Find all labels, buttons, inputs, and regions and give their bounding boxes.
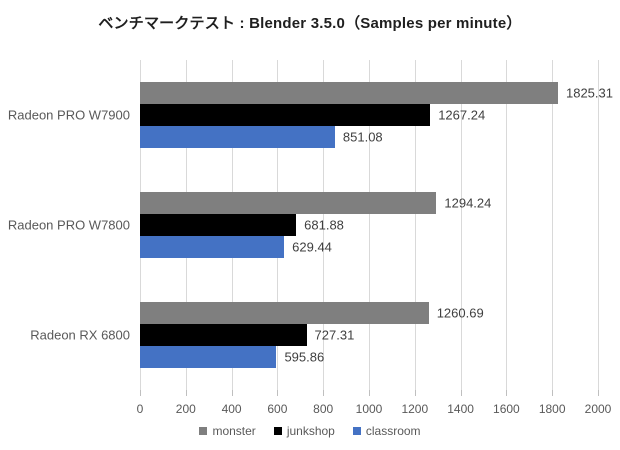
legend-label: classroom [365,424,421,438]
category-label: Radeon RX 6800 [30,327,130,343]
bar-monster [140,302,429,324]
legend-swatch-icon [352,427,361,435]
axis-tick [460,390,462,396]
value-label: 1260.69 [436,305,484,321]
gridline [369,60,370,390]
legend-label: junkshop [286,424,335,438]
bar-junkshop [140,214,297,236]
axis-tick [598,390,599,396]
x-tick-label: 0 [136,402,144,416]
plot-area: 0 200 400 600 800 1000 1200 1400 1600 1800 2000 Rad… [8,60,613,416]
bar-junkshop [140,324,307,346]
value-label: 1267.24 [438,107,486,123]
legend-item-monster: monster [199,424,256,438]
legend-swatch-icon [199,427,208,435]
gridline [506,60,508,390]
x-tick-label: 2000 [584,402,612,416]
axis-tick [140,390,141,396]
legend-swatch-icon [273,427,282,435]
x-tick-label: 400 [221,402,242,416]
axis-tick [506,390,508,396]
axis-tick [323,390,325,396]
value-label: 851.08 [342,129,383,145]
x-tick-label: 1600 [493,402,520,416]
value-label: 727.31 [314,327,355,343]
bar-junkshop [140,104,431,126]
gridline [460,60,462,390]
value-label: 595.86 [284,349,325,365]
bar-classroom [140,126,335,148]
x-tick-label: 1800 [538,402,566,416]
category-label: Radeon PRO W7900 [7,107,130,123]
x-tick-label: 800 [313,402,334,416]
axis-tick [414,390,416,396]
bar-classroom [140,236,285,258]
gridline [552,60,554,390]
legend: monster junkshop classroom [0,424,620,438]
legend-item-junkshop: junkshop [273,424,335,438]
axis-tick [231,390,233,396]
category-label: Radeon PRO W7800 [7,217,130,233]
value-label: 1825.31 [565,85,613,101]
bar-classroom [140,346,277,368]
value-label: 1294.24 [444,195,492,211]
axis-tick [277,390,279,396]
x-tick-label: 1200 [401,402,429,416]
axis-tick [369,390,370,396]
x-tick-label: 200 [175,402,196,416]
gridline [414,60,416,390]
chart-title: ベンチマークテスト : Blender 3.5.0（Samples per mi… [98,15,522,32]
bar-monster [140,82,558,104]
axis-tick [185,390,187,396]
gridline [323,60,325,390]
value-label: 629.44 [292,239,332,255]
legend-label: monster [212,424,256,438]
x-tick-label: 1400 [447,402,474,416]
x-tick-label: 1000 [355,402,383,416]
x-tick-label: 600 [267,402,288,416]
axis-tick [552,390,554,396]
gridline [598,60,599,390]
value-label: 681.88 [304,217,344,233]
legend-item-classroom: classroom [352,424,421,438]
bar-monster [140,192,437,214]
